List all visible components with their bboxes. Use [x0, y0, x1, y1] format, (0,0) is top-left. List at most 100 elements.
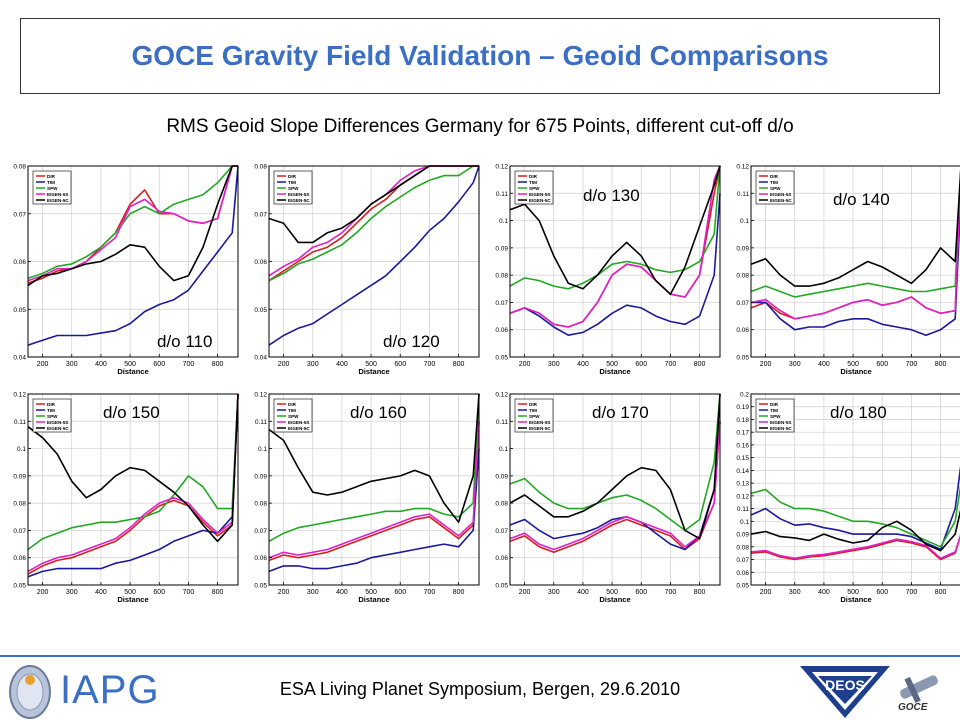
series-line-eigen-5s — [750, 170, 960, 320]
plot-frame — [509, 393, 721, 586]
legend-label: EIGEN-5C — [770, 198, 792, 203]
x-tick-label: 300 — [548, 589, 560, 596]
x-tick-label: 400 — [818, 589, 830, 596]
chart-svg: 200 300 400 500 600 700 800 0.05 0.06 0.07 0.08 0.0… — [13, 392, 239, 604]
legend-label: SPW — [47, 414, 58, 419]
chart-panel: 200 300 400 500 600 700 800 0.05 0.06 0.07 0.08 0.0… — [2, 388, 242, 613]
panel-label: d/o 160 — [350, 403, 407, 422]
y-tick-label: 0.05 — [495, 583, 508, 590]
y-tick-label: 0.08 — [736, 273, 749, 280]
x-tick-label: 500 — [365, 361, 377, 368]
y-tick-label: 0.11 — [14, 419, 27, 426]
x-tick-label: 400 — [577, 589, 589, 596]
legend-label: EIGEN-5S — [529, 420, 550, 425]
y-tick-label: 0.05 — [13, 583, 26, 590]
y-tick-label: 0.1 — [499, 218, 508, 225]
legend-label: SPW — [529, 414, 540, 419]
legend-label: SPW — [47, 186, 58, 191]
x-axis-label: Distance — [840, 595, 871, 604]
series-line-eigen-5s — [509, 165, 721, 328]
y-tick-label: 0.06 — [736, 570, 749, 577]
y-tick-label: 0.11 — [496, 419, 509, 426]
y-tick-label: 0.19 — [736, 404, 749, 411]
y-tick-label: 0.07 — [736, 557, 749, 564]
y-tick-label: 0.05 — [736, 583, 749, 590]
chart-subtitle: RMS Geoid Slope Differences Germany for … — [166, 116, 794, 137]
y-tick-label: 0.08 — [254, 164, 267, 171]
x-tick-label: 200 — [278, 361, 290, 368]
series-line-tim — [509, 193, 721, 336]
plot-frame — [27, 393, 239, 586]
legend-label: TIM — [529, 408, 537, 413]
y-tick-label: 0.05 — [254, 307, 267, 314]
series-line-eigen-5s — [509, 421, 721, 551]
chart-panel: 200 300 400 500 600 700 800 0.05 0.06 0.07 0.08 0.0… — [243, 388, 483, 613]
y-tick-label: 0.13 — [736, 481, 749, 488]
x-axis-label: Distance — [117, 367, 148, 376]
legend-label: DIR — [529, 402, 538, 407]
legend-label: DIR — [770, 174, 779, 179]
y-tick-label: 0.17 — [736, 430, 749, 437]
x-tick-label: 200 — [519, 361, 531, 368]
legend-label: DIR — [288, 174, 297, 179]
x-tick-label: 700 — [183, 589, 195, 596]
legend-label: SPW — [770, 186, 781, 191]
x-tick-label: 500 — [847, 361, 859, 368]
x-tick-label: 700 — [183, 361, 195, 368]
y-tick-label: 0.12 — [254, 392, 267, 399]
series-line-eigen-5c — [27, 165, 238, 287]
legend-label: TIM — [529, 180, 537, 185]
series-line-spw — [268, 393, 480, 542]
legend-label: EIGEN-5C — [288, 198, 310, 203]
x-tick-label: 300 — [789, 589, 801, 596]
x-tick-label: 600 — [394, 589, 406, 596]
x-tick-label: 500 — [847, 589, 859, 596]
y-tick-label: 0.06 — [495, 555, 508, 562]
series-line-tim — [509, 421, 721, 551]
x-axis-label: Distance — [358, 595, 389, 604]
y-tick-label: 0.11 — [737, 506, 750, 513]
legend-label: TIM — [770, 408, 778, 413]
series-line-eigen-5c — [268, 393, 480, 523]
y-tick-label: 0.1 — [258, 446, 267, 453]
y-tick-label: 0.18 — [736, 417, 749, 424]
y-tick-label: 0.08 — [736, 544, 749, 551]
series-line-tim — [751, 197, 960, 336]
footer-text: ESA Living Planet Symposium, Bergen, 29.… — [279, 679, 681, 699]
y-tick-label: 0.07 — [13, 528, 26, 535]
legend-label: EIGEN-5C — [288, 426, 310, 431]
x-tick-label: 500 — [124, 361, 136, 368]
y-tick-label: 0.06 — [254, 259, 267, 266]
x-tick-label: 600 — [876, 361, 888, 368]
chart-panel: 200 300 400 500 600 700 800 0.05 0.06 0.07 0.08 0.0… — [484, 160, 724, 385]
y-tick-label: 0.08 — [495, 273, 508, 280]
x-axis-label: Distance — [117, 595, 148, 604]
x-tick-label: 500 — [365, 589, 377, 596]
y-tick-label: 0.12 — [495, 392, 508, 399]
series-line-spw — [27, 165, 238, 279]
y-tick-label: 0.09 — [13, 473, 26, 480]
y-tick-label: 0.04 — [13, 355, 26, 362]
y-tick-label: 0.06 — [13, 555, 26, 562]
legend-label: EIGEN-5S — [770, 192, 791, 197]
x-tick-label: 700 — [424, 589, 436, 596]
series-line-eigen-5s — [27, 393, 239, 573]
y-tick-label: 0.2 — [740, 392, 749, 399]
series-line-tim — [27, 165, 239, 346]
panel-label: d/o 140 — [833, 190, 890, 209]
y-tick-label: 0.04 — [254, 355, 267, 362]
chart-panel: 200 300 400 500 600 700 800 0.04 0.05 0.06 0.07 0.0… — [243, 160, 483, 385]
y-tick-label: 0.07 — [495, 528, 508, 535]
legend-label: DIR — [47, 174, 56, 179]
panel-label: d/o 150 — [103, 403, 160, 422]
y-tick-label: 0.1 — [740, 519, 749, 526]
legend-label: TIM — [770, 180, 778, 185]
y-tick-label: 0.1 — [17, 446, 26, 453]
chart-svg: 200 300 400 500 600 700 800 0.04 0.05 0.06 0.07 0.0… — [13, 164, 239, 376]
legend-label: EIGEN-5S — [770, 420, 791, 425]
x-axis-label: Distance — [599, 367, 630, 376]
x-tick-label: 600 — [394, 361, 406, 368]
x-tick-label: 500 — [606, 361, 618, 368]
